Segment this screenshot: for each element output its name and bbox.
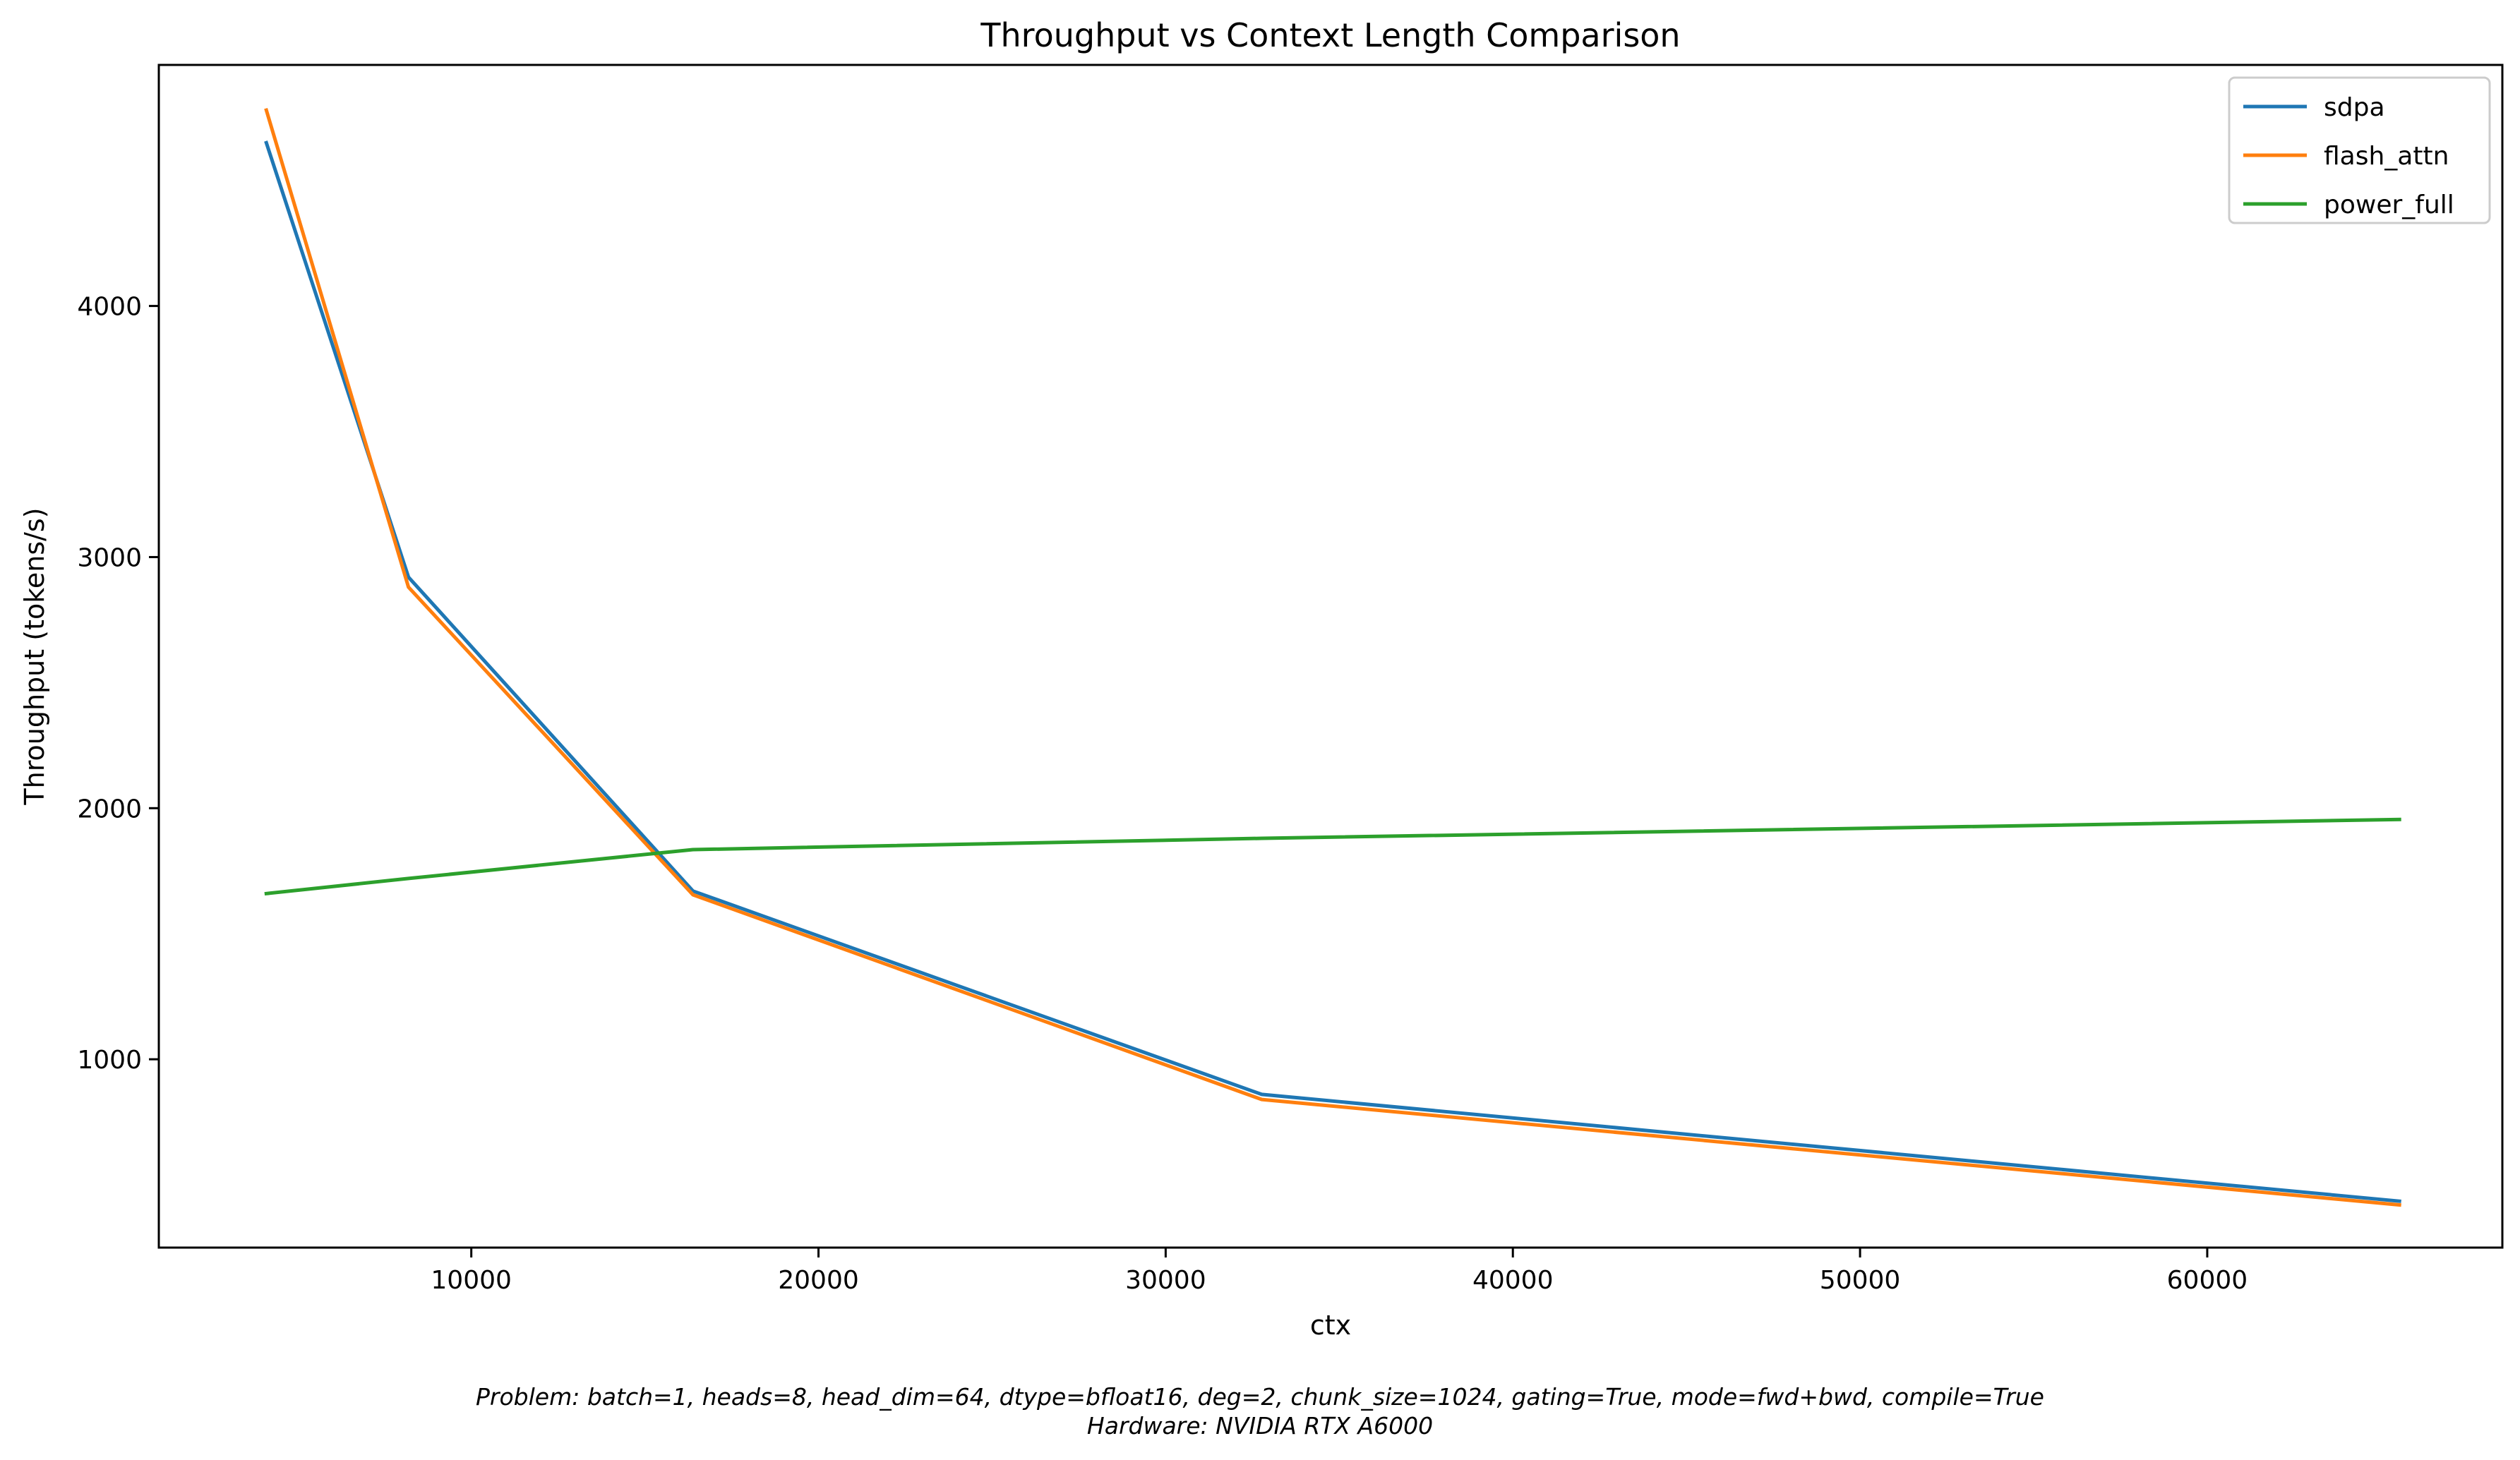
y-tick-label: 2000 (77, 795, 142, 823)
legend-box (2228, 76, 2491, 224)
x-tick-label: 20000 (778, 1266, 859, 1295)
legend-label-sdpa: sdpa (2324, 93, 2385, 122)
series-line-sdpa (264, 140, 2401, 1203)
x-tick-label: 10000 (431, 1266, 512, 1295)
y-axis-ticks: 1000 2000 3000 4000 (77, 293, 159, 1075)
series-line-flash_attn (264, 107, 2401, 1207)
x-tick-label: 60000 (2167, 1266, 2248, 1295)
legend: sdpa flash_attn power_full (2228, 76, 2491, 224)
y-tick-label: 1000 (77, 1046, 142, 1075)
plot-frame (157, 64, 2504, 1249)
y-tick-label: 3000 (77, 543, 142, 572)
caption-hardware: Hardware: NVIDIA RTX A6000 (1087, 1412, 1433, 1440)
series-line-power_full (264, 817, 2401, 896)
caption-problem: Problem: batch=1, heads=8, head_dim=64, … (476, 1383, 2044, 1411)
legend-label-flash_attn: flash_attn (2324, 142, 2449, 171)
x-axis-ticks: 10000 20000 30000 40000 50000 60000 (431, 1248, 2248, 1295)
x-axis-label: ctx (1310, 1310, 1351, 1341)
y-tick-label: 4000 (77, 293, 142, 322)
series-layer (264, 107, 2401, 1207)
x-tick-label: 50000 (1820, 1266, 1901, 1295)
x-tick-label: 30000 (1125, 1266, 1206, 1295)
chart-title: Throughput vs Context Length Comparison (980, 16, 1680, 54)
legend-label-power_full: power_full (2324, 191, 2454, 219)
x-tick-label: 40000 (1472, 1266, 1554, 1295)
y-axis-label: Throughput (tokens/s) (19, 507, 50, 805)
